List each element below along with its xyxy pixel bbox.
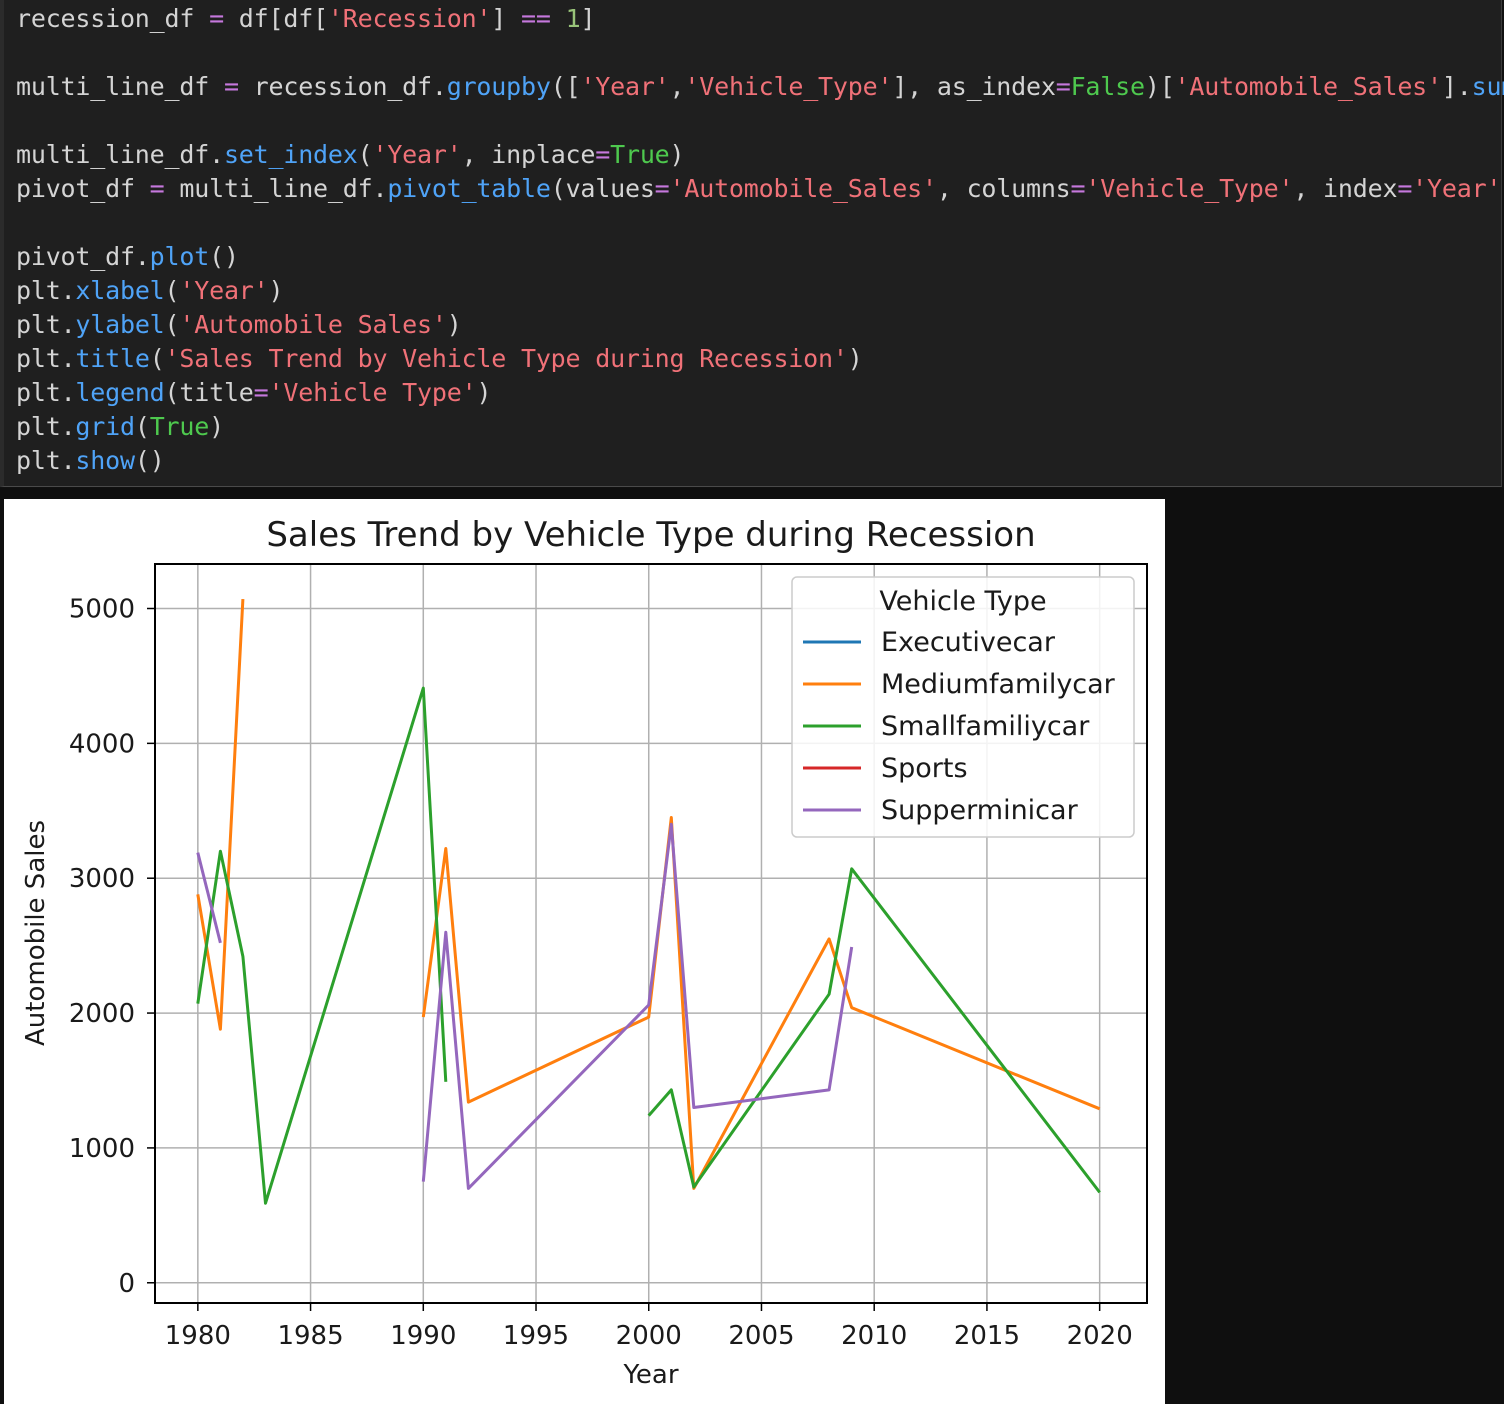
series-line-mediumfamilycar — [196, 599, 245, 1031]
code-line-14[interactable]: plt.show() — [16, 446, 165, 475]
line-chart: 1980 1985 1990 1995 2000 2005 2010 2015 2020 0 100… — [21, 515, 1148, 1390]
series-layer — [196, 599, 1101, 1205]
x-tick-label: 2000 — [616, 1321, 682, 1351]
chart-figure: 1980 1985 1990 1995 2000 2005 2010 2015 2020 0 100… — [4, 499, 1165, 1404]
tick-layer: 1980 1985 1990 1995 2000 2005 2010 2015 2020 0 100… — [69, 595, 1133, 1351]
series-line-smallfamiliycar — [647, 867, 1101, 1194]
legend-label-executivecar: Executivecar — [881, 627, 1056, 658]
code-line-8[interactable]: pivot_df.plot() — [16, 242, 239, 271]
code-line-12[interactable]: plt.legend(title='Vehicle Type') — [16, 378, 492, 407]
y-tick-label: 4000 — [69, 729, 135, 759]
x-tick-label: 1995 — [503, 1321, 569, 1351]
y-tick-label: 3000 — [69, 864, 135, 894]
code-cell[interactable]: recession_df = df[df['Recession'] == 1] … — [0, 0, 1504, 487]
legend: Vehicle Type Executivecar Mediumfamilycar… — [791, 576, 1135, 838]
y-tick-label: 2000 — [69, 999, 135, 1029]
x-tick-label: 2015 — [954, 1321, 1020, 1351]
plot-area-frame — [154, 563, 1148, 1304]
x-tick-label: 2010 — [841, 1321, 907, 1351]
y-tick-label: 5000 — [69, 595, 135, 625]
legend-label-sports: Sports — [881, 753, 968, 784]
legend-label-supperminicar: Supperminicar — [881, 795, 1079, 826]
code-line-5[interactable]: multi_line_df.set_index('Year', inplace=… — [16, 140, 685, 169]
series-line-smallfamiliycar — [196, 686, 448, 1205]
y-tick-label: 0 — [118, 1269, 135, 1299]
series-line-mediumfamilycar — [421, 816, 1101, 1190]
code-line-10[interactable]: plt.ylabel('Automobile Sales') — [16, 310, 462, 339]
x-tick-label: 1990 — [390, 1321, 456, 1351]
legend-title: Vehicle Type — [879, 586, 1046, 617]
chart-title: Sales Trend by Vehicle Type during Reces… — [266, 515, 1035, 555]
legend-box — [791, 576, 1135, 838]
series-line-supperminicar — [421, 822, 854, 1190]
code-line-11[interactable]: plt.title('Sales Trend by Vehicle Type d… — [16, 344, 863, 373]
x-tick-label: 1980 — [165, 1321, 231, 1351]
x-tick-label: 1985 — [277, 1321, 343, 1351]
x-axis-label: Year — [622, 1360, 678, 1390]
y-tick-label: 1000 — [69, 1134, 135, 1164]
code-line-3[interactable]: multi_line_df = recession_df.groupby(['Y… — [16, 72, 1504, 101]
code-line-1[interactable]: recession_df = df[df['Recession'] == 1] — [16, 4, 596, 33]
legend-label-smallfamiliycar: Smallfamiliycar — [881, 711, 1090, 742]
code-line-13[interactable]: plt.grid(True) — [16, 412, 224, 441]
code-line-9[interactable]: plt.xlabel('Year') — [16, 276, 284, 305]
x-tick-label: 2020 — [1067, 1321, 1133, 1351]
series-line-supperminicar — [196, 852, 222, 944]
y-axis-label: Automobile Sales — [21, 820, 51, 1046]
x-tick-label: 2005 — [728, 1321, 794, 1351]
legend-label-mediumfamilycar: Mediumfamilycar — [881, 669, 1116, 700]
code-line-6[interactable]: pivot_df = multi_line_df.pivot_table(val… — [16, 174, 1504, 203]
